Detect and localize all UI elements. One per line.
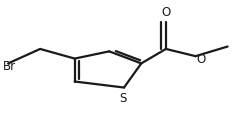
Text: O: O (196, 53, 205, 66)
Text: S: S (120, 92, 127, 105)
Text: Br: Br (3, 60, 16, 73)
Text: O: O (162, 6, 171, 19)
